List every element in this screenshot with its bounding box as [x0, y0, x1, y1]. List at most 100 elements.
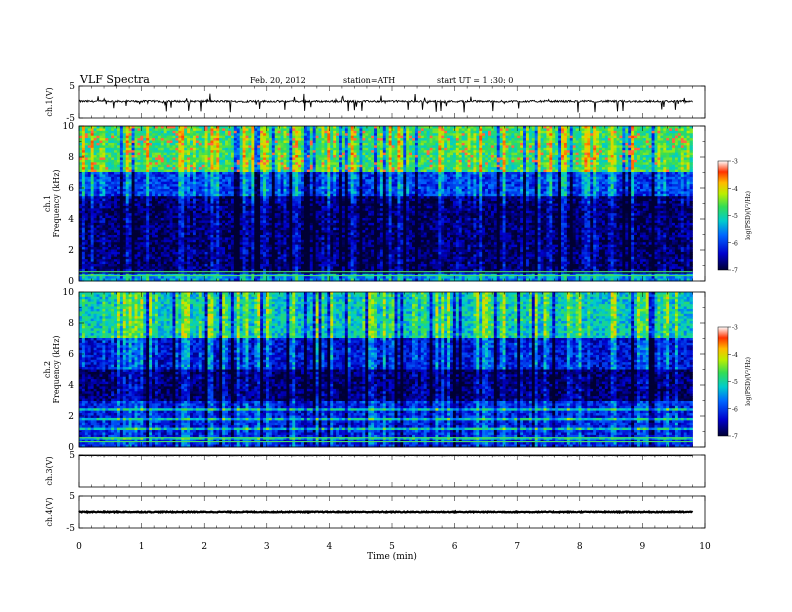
- heatmap-cell: [199, 153, 202, 156]
- heatmap-cell: [462, 162, 465, 165]
- heatmap-cell: [304, 153, 307, 156]
- heatmap-cell: [278, 172, 281, 175]
- heatmap-cell: [672, 165, 675, 168]
- heatmap-cell: [321, 172, 324, 175]
- heatmap-cell: [432, 143, 435, 146]
- heatmap-cell: [298, 143, 301, 146]
- heatmap-cell: [213, 136, 216, 139]
- heatmap-cell: [82, 160, 85, 163]
- heatmap-cell: [573, 155, 576, 158]
- heatmap-cell: [324, 145, 327, 148]
- heatmap-cell: [114, 133, 117, 136]
- heatmap-cell: [657, 172, 660, 175]
- heatmap-cell: [605, 148, 608, 151]
- heatmap-cell: [684, 145, 687, 148]
- heatmap-cell: [520, 141, 523, 144]
- heatmap-cell: [175, 160, 178, 163]
- heatmap-cell: [292, 145, 295, 148]
- heatmap-cell: [216, 150, 219, 153]
- heatmap-cell: [143, 182, 146, 185]
- heatmap-cell: [351, 143, 354, 146]
- heatmap-cell: [427, 136, 430, 139]
- heatmap-cell: [193, 133, 196, 136]
- heatmap-cell: [622, 133, 625, 136]
- heatmap-cell: [587, 157, 590, 160]
- heatmap-cell: [105, 157, 108, 160]
- heatmap-cell: [298, 150, 301, 153]
- heatmap-cell: [143, 141, 146, 144]
- heatmap-cell: [564, 138, 567, 141]
- heatmap-cell: [281, 157, 284, 160]
- heatmap-cell: [657, 174, 660, 177]
- heatmap-cell: [573, 133, 576, 136]
- heatmap-cell: [210, 170, 213, 173]
- heatmap-cell: [430, 170, 433, 173]
- heatmap-cell: [362, 133, 365, 136]
- heatmap-cell: [383, 131, 386, 134]
- heatmap-cell: [199, 179, 202, 182]
- heatmap-cell: [357, 165, 360, 168]
- heatmap-cell: [313, 160, 316, 163]
- heatmap-cell: [631, 150, 634, 153]
- heatmap-cell: [140, 133, 143, 136]
- heatmap-cell: [269, 174, 272, 177]
- heatmap-cell: [596, 136, 599, 139]
- heatmap-cell: [248, 155, 251, 158]
- heatmap-cell: [260, 153, 263, 156]
- heatmap-cell: [199, 150, 202, 153]
- heatmap-cell: [295, 174, 298, 177]
- heatmap-cell: [210, 177, 213, 180]
- heatmap-cell: [517, 157, 520, 160]
- heatmap-cell: [558, 138, 561, 141]
- heatmap-cell: [108, 174, 111, 177]
- heatmap-cell: [652, 136, 655, 139]
- heatmap-cell: [470, 170, 473, 173]
- heatmap-cell: [482, 126, 485, 129]
- heatmap-cell: [301, 141, 304, 144]
- heatmap-cell: [216, 131, 219, 134]
- heatmap-cell: [216, 143, 219, 146]
- heatmap-cell: [576, 143, 579, 146]
- heatmap-cell: [441, 167, 444, 170]
- heatmap-cell: [421, 155, 424, 158]
- heatmap-cell: [225, 150, 228, 153]
- heatmap-cell: [494, 172, 497, 175]
- heatmap-cell: [79, 179, 82, 182]
- heatmap-cell: [82, 141, 85, 144]
- heatmap-cell: [643, 128, 646, 131]
- heatmap-cell: [146, 157, 149, 160]
- heatmap-cell: [336, 148, 339, 151]
- heatmap-cell: [184, 136, 187, 139]
- heatmap-cell: [687, 150, 690, 153]
- heatmap-cell: [210, 136, 213, 139]
- heatmap-cell: [208, 133, 211, 136]
- heatmap-cell: [368, 162, 371, 165]
- heatmap-cell: [421, 145, 424, 148]
- heatmap-cell: [187, 138, 190, 141]
- heatmap-cell: [520, 170, 523, 173]
- heatmap-cell: [190, 177, 193, 180]
- heatmap-cell: [167, 153, 170, 156]
- heatmap-cell: [465, 126, 468, 129]
- heatmap-cell: [570, 138, 573, 141]
- heatmap-cell: [292, 141, 295, 144]
- heatmap-cell: [327, 155, 330, 158]
- heatmap-cell: [365, 170, 368, 173]
- heatmap-cell: [432, 155, 435, 158]
- heatmap-cell: [319, 153, 322, 156]
- heatmap-cell: [310, 148, 313, 151]
- heatmap-cell: [494, 128, 497, 131]
- heatmap-cell: [304, 172, 307, 175]
- heatmap-cell: [482, 141, 485, 144]
- heatmap-cell: [82, 131, 85, 134]
- heatmap-cell: [181, 153, 184, 156]
- heatmap-cell: [520, 155, 523, 158]
- heatmap-cell: [491, 148, 494, 151]
- heatmap-cell: [506, 131, 509, 134]
- heatmap-cell: [412, 155, 415, 158]
- heatmap-cell: [216, 145, 219, 148]
- heatmap-cell: [593, 165, 596, 168]
- heatmap-cell: [310, 153, 313, 156]
- heatmap-cell: [605, 165, 608, 168]
- heatmap-cell: [503, 167, 506, 170]
